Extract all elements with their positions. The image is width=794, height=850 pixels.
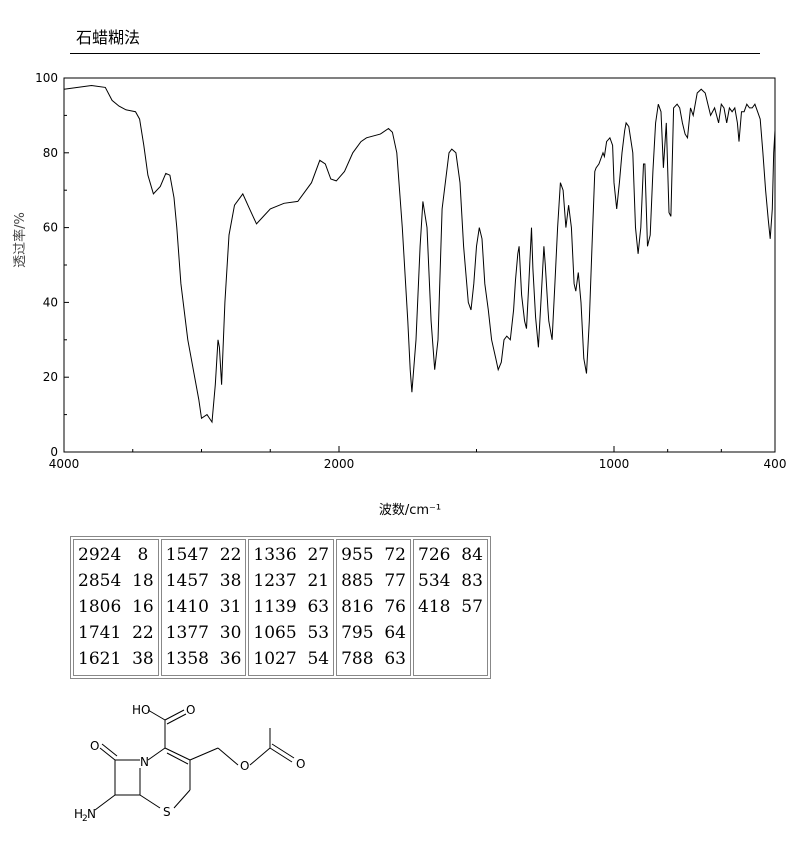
atom-label-o-ester: O	[240, 759, 249, 773]
peak-column-4: 955 72 885 77 816 76 795 64 788 63	[336, 539, 411, 676]
chemical-structure: HO O O N S O O H 2 N	[74, 703, 305, 824]
bond	[166, 713, 187, 725]
peak-column-5: 726 84 534 83 418 57	[413, 539, 488, 676]
bond	[147, 709, 166, 721]
table-row: 2924 8 2854 18 1806 16 1741 22 1621 38 1…	[73, 539, 488, 676]
bond	[147, 747, 166, 761]
y-tick-label: 20	[43, 370, 58, 384]
peak-table: 2924 8 2854 18 1806 16 1741 22 1621 38 1…	[70, 536, 491, 679]
y-axis-title: 透过率/%	[12, 212, 28, 268]
peak-column-1: 2924 8 2854 18 1806 16 1741 22 1621 38	[73, 539, 159, 676]
atom-label-o-acid: O	[186, 703, 195, 717]
bond	[99, 747, 116, 761]
ir-spectrum-chart: 0 20 40 60 80 100 4000 2000 1000 400 波数/cm⁻¹ 透过率…	[12, 71, 787, 518]
bond	[164, 709, 185, 721]
y-axis-ticks: 0 20 40 60 80 100	[35, 71, 69, 459]
title-divider	[70, 53, 760, 54]
page-title: 石蜡糊法	[76, 28, 141, 47]
x-axis-title: 波数/cm⁻¹	[379, 503, 441, 518]
bond	[269, 747, 293, 763]
bond	[139, 794, 161, 809]
atom-label-n: N	[140, 755, 149, 769]
atom-label-amine-h: H	[74, 807, 83, 821]
bond	[173, 789, 191, 809]
atom-label-o-ketone: O	[90, 739, 99, 753]
y-tick-label: 100	[35, 71, 58, 85]
x-tick-label: 2000	[324, 457, 355, 471]
atom-label-ho: HO	[132, 703, 150, 717]
bond	[164, 747, 191, 761]
bond	[166, 752, 189, 765]
y-tick-label: 60	[43, 221, 58, 235]
spectrum-line	[63, 84, 776, 424]
bond	[189, 747, 219, 761]
y-tick-label: 0	[50, 445, 58, 459]
x-tick-label: 400	[764, 457, 787, 471]
atom-label-o-acetyl: O	[296, 757, 305, 771]
y-tick-label: 40	[43, 295, 58, 309]
atom-label-amine-sub: 2	[82, 814, 88, 824]
atom-label-s: S	[163, 805, 171, 819]
bond	[249, 747, 271, 766]
peak-column-2: 1547 22 1457 38 1410 31 1377 30 1358 36	[160, 539, 247, 676]
peak-column-3: 1336 27 1237 21 1139 63 1065 53 1027 54	[248, 539, 335, 676]
bond	[101, 743, 118, 757]
x-axis-ticks: 4000 2000 1000 400	[49, 446, 787, 471]
bond	[271, 743, 295, 759]
bond	[94, 794, 116, 811]
y-tick-label: 80	[43, 146, 58, 160]
bond	[217, 747, 239, 766]
x-tick-label: 4000	[49, 457, 80, 471]
x-tick-label: 1000	[599, 457, 630, 471]
atom-label-amine-n: N	[87, 807, 96, 821]
